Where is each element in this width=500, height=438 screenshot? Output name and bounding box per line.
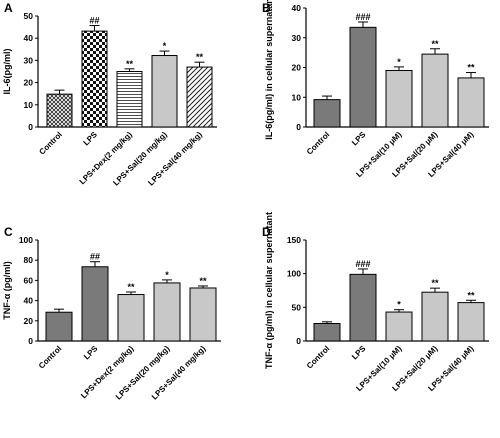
significance-label: ## (89, 16, 99, 26)
significance-label: ** (196, 52, 204, 62)
significance-label: ### (355, 12, 370, 22)
significance-label: ** (127, 282, 135, 292)
significance-label: ### (355, 259, 370, 269)
y-tick-label: 40 (24, 296, 34, 306)
bar (117, 294, 145, 342)
significance-label: ** (431, 39, 439, 49)
y-tick-label: 50 (292, 302, 302, 312)
panel-letter: B (262, 1, 271, 15)
panel-letter: C (4, 225, 13, 239)
bar (46, 93, 73, 128)
y-axis-label: TNF-α (pg/ml) in cellular supernatant (264, 212, 274, 369)
significance-label: ** (467, 63, 475, 73)
significance-label: ** (431, 278, 439, 288)
x-category-label: Control (37, 344, 63, 370)
y-tick-label: 80 (24, 255, 34, 265)
x-category-label: Control (305, 344, 331, 370)
bar (45, 311, 73, 342)
bar (457, 77, 485, 128)
bar (349, 273, 377, 342)
y-tick-label: 20 (292, 63, 302, 73)
y-tick-label: 40 (292, 3, 302, 13)
y-tick-label: 150 (287, 235, 301, 245)
panel-b: BIL-6(pg/ml) in cellular supernatant 0 10 2… (262, 0, 489, 179)
y-tick-label: 20 (24, 316, 34, 326)
panel-letter: A (4, 1, 13, 15)
significance-label: ** (199, 276, 207, 286)
y-tick-label: 10 (24, 100, 34, 110)
y-tick-label: 100 (287, 269, 301, 279)
bar (116, 71, 143, 128)
y-tick-label: 30 (292, 33, 302, 43)
y-axis-label: IL-6(pg/ml) (2, 49, 12, 95)
y-tick-label: 30 (24, 55, 34, 65)
significance-label: * (163, 41, 167, 51)
significance-label: ** (467, 290, 475, 300)
y-tick-label: 60 (24, 275, 34, 285)
panel-letter: D (262, 225, 271, 239)
x-category-label: LPS (82, 130, 100, 148)
y-tick-label: 20 (24, 78, 34, 88)
bar (189, 287, 217, 342)
x-category-label: Control (305, 130, 331, 156)
y-tick-label: 50 (24, 11, 34, 21)
y-tick-label: 10 (292, 92, 302, 102)
y-tick-label: 100 (19, 235, 33, 245)
bar (385, 69, 413, 128)
significance-label: ## (90, 252, 100, 262)
x-category-label: LPS (350, 130, 368, 148)
y-tick-label: 0 (296, 122, 301, 132)
significance-label: ** (126, 59, 134, 69)
y-axis-label: IL-6(pg/ml) in cellular supernatant (264, 0, 274, 140)
bar (81, 266, 109, 342)
bar (81, 30, 108, 128)
panel-a: AIL-6(pg/ml)01020304050Control##LPS**LPS… (2, 1, 217, 188)
bar (349, 26, 377, 128)
x-category-label: LPS (350, 344, 368, 362)
significance-label: * (397, 300, 401, 310)
y-tick-label: 0 (28, 122, 33, 132)
bar (151, 55, 178, 128)
bar (421, 53, 449, 128)
y-tick-label: 40 (24, 33, 34, 43)
y-tick-label: 0 (28, 336, 33, 346)
bar (313, 322, 341, 342)
bar (313, 99, 341, 128)
bar (385, 311, 413, 342)
x-category-label: LPS (82, 344, 100, 362)
y-axis-label: TNF-α (pg/ml) (2, 261, 12, 320)
significance-label: * (165, 270, 169, 280)
significance-label: * (397, 57, 401, 67)
bar (457, 302, 485, 342)
bar (186, 66, 213, 128)
bar (421, 291, 449, 342)
y-tick-label: 0 (296, 336, 301, 346)
bar (153, 282, 181, 342)
x-category-label: Control (37, 130, 63, 156)
